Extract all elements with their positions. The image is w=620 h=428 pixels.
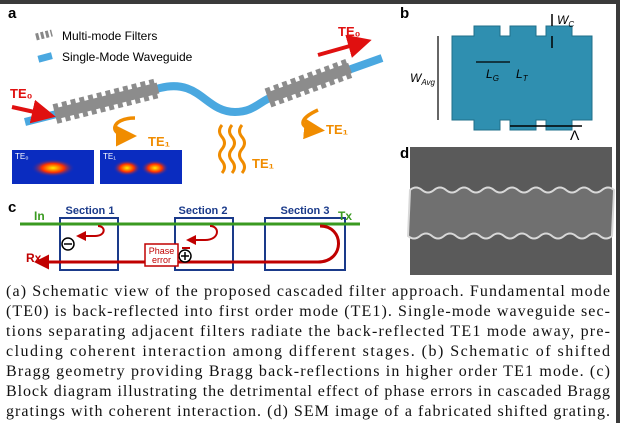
sem-waveguide — [408, 188, 614, 239]
caption-line: gratings with coherent interaction. (d) … — [6, 403, 610, 420]
mode-profile — [31, 159, 75, 177]
inset-label: TE₁ — [103, 152, 116, 161]
panel-label: a — [8, 5, 17, 22]
symbol: L — [516, 67, 523, 81]
symbol: L — [486, 67, 493, 81]
phase-error-label: error — [152, 255, 171, 265]
dimension-label: WAvg — [410, 71, 436, 87]
legend-text: Multi-mode Filters — [62, 29, 157, 43]
section-label: Section 3 — [281, 205, 330, 217]
top-border — [0, 0, 620, 4]
arrow — [318, 42, 364, 55]
section-label: Section 1 — [66, 205, 115, 217]
reflection — [190, 226, 217, 240]
arrow — [303, 110, 318, 130]
mode-label: TE₁ — [148, 134, 170, 149]
caption-line: Bragg geometry providing Bragg back-refl… — [6, 363, 610, 380]
caption-line: tions separating adjacent filters radiat… — [6, 323, 610, 340]
right-border — [616, 0, 620, 423]
subscript: G — [493, 74, 499, 83]
reflection — [80, 226, 104, 236]
mode-label: TE₀ — [338, 24, 361, 39]
caption: (a) Schematic view of the proposed casca… — [6, 283, 610, 420]
radiation — [220, 125, 245, 173]
panel-b: b WC WAvg LG LT Λ — [400, 5, 592, 143]
inset-label: TE₀ — [15, 152, 29, 161]
dimension-label: WC — [557, 13, 574, 29]
port-label: Rx — [26, 251, 42, 265]
panel-d: d — [400, 145, 614, 275]
mode-label: TE₁ — [326, 122, 348, 137]
legend-icon — [37, 52, 52, 62]
figure: a Multi-mode Filters Single-Mode Wavegui… — [0, 0, 620, 423]
mode-profile — [113, 160, 141, 176]
mode-label: TE₁ — [252, 156, 274, 171]
panel-c: c Section 1 Section 2 Section 3 In Tx Rx… — [8, 199, 360, 270]
subscript: C — [568, 20, 574, 29]
caption-line: (TE0) is back-reflected into first order… — [6, 303, 610, 320]
caption-line: Block diagram illustrating the detriment… — [6, 383, 610, 400]
caption-line: cluding coherent interaction among diffe… — [6, 343, 610, 360]
port-label: Tx — [338, 209, 352, 223]
legend-icon — [36, 33, 52, 37]
section-label: Section 2 — [179, 205, 228, 217]
panel-label: c — [8, 199, 16, 216]
subscript: Avg — [420, 78, 435, 87]
dimension-label: Λ — [570, 127, 580, 143]
caption-line: (a) Schematic view of the proposed casca… — [6, 283, 610, 300]
legend-text: Single-Mode Waveguide — [62, 50, 193, 64]
panel-label: d — [400, 145, 409, 162]
panel-a: a Multi-mode Filters Single-Mode Wavegui… — [8, 5, 382, 184]
arrow — [115, 118, 135, 136]
arrow — [12, 107, 48, 115]
mode-label: TE₀ — [10, 86, 33, 101]
port-label: In — [34, 209, 45, 223]
panel-label: b — [400, 5, 409, 22]
mode-profile — [141, 160, 169, 176]
